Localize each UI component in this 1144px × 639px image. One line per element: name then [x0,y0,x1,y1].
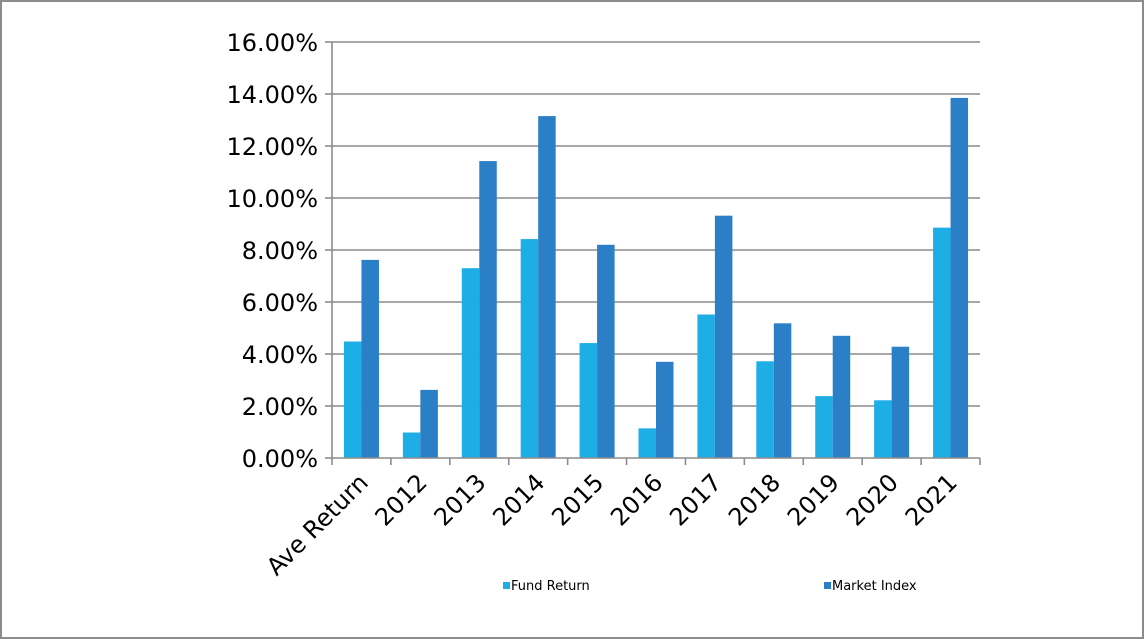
market-index-bar [479,161,497,458]
x-tick-label: 2018 [723,468,786,531]
fund-return-bar [638,428,656,458]
y-tick-label: 6.00% [242,289,318,317]
y-tick-label: 12.00% [226,133,318,161]
x-tick-label: 2021 [900,468,963,531]
y-tick-label: 8.00% [242,237,318,265]
x-tick-labels: Ave Return201220132014201520162017201820… [261,468,963,581]
fund-return-bar [579,343,598,458]
market-index-bar [656,361,674,458]
legend-label: Market Index [832,579,917,594]
market-index-bar [538,116,556,458]
market-index-bar [832,335,851,458]
legend-swatch [503,582,510,589]
legend-swatch [824,582,831,589]
fund-return-bar [815,396,833,458]
market-index-bar [714,215,733,458]
market-index-bar [891,346,910,458]
x-tick-label: 2016 [605,468,668,531]
x-tick-label: 2019 [782,468,845,531]
y-tick-label: 0.00% [242,445,318,473]
axes [325,41,981,465]
y-tick-label: 10.00% [226,185,318,213]
fund-return-bar [461,268,480,458]
market-index-bar [950,97,969,459]
market-index-bar [773,323,792,458]
market-index-bar [597,244,615,458]
y-tick-label: 2.00% [242,393,318,421]
fund-return-bar [933,227,951,458]
legend-label: Fund Return [511,579,590,594]
market-index-bar [361,259,379,458]
x-tick-label: Ave Return [261,468,374,581]
x-tick-label: 2013 [429,468,492,531]
market-index-bar [420,389,438,458]
fund-return-bar [756,361,774,458]
x-tick-label: 2017 [664,468,727,531]
y-tick-labels: 0.00% 2.00% 4.00% 6.00% 8.00% 10.00% 12.00% 14.… [226,29,318,473]
x-tick-label: 2020 [841,468,904,531]
y-tick-label: 14.00% [226,81,318,109]
fund-return-bar [343,341,362,458]
y-tick-label: 4.00% [242,341,318,369]
fund-return-bar [520,239,539,458]
legend: Fund Return Market Index [503,579,917,594]
fund-return-bar [402,432,421,458]
x-tick-label: 2015 [546,468,609,531]
fund-return-bar [697,314,715,458]
bars [343,97,969,459]
fund-return-bar [874,400,892,458]
y-tick-label: 16.00% [226,29,318,57]
x-tick-label: 2012 [370,468,433,531]
gridlines [332,41,980,407]
x-tick-label: 2014 [487,468,550,531]
